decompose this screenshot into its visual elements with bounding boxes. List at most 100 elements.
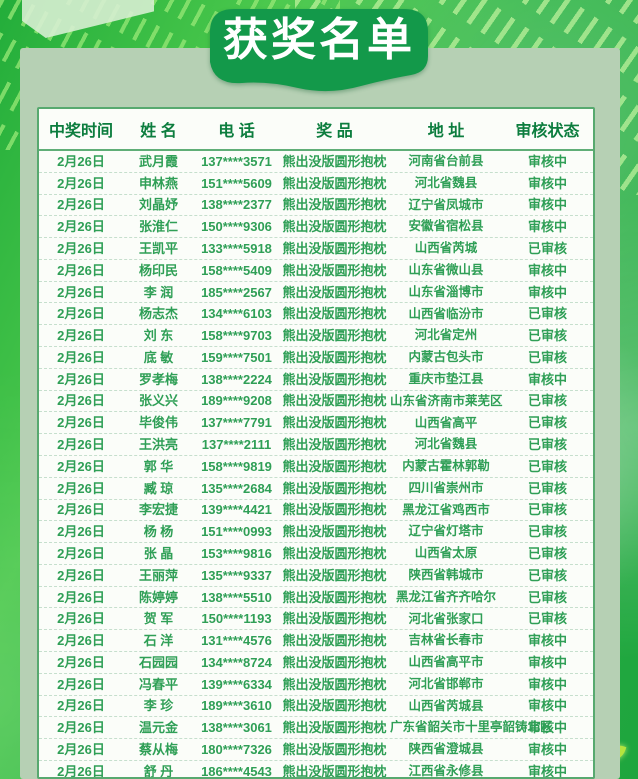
cell-prize: 熊出没版圆形抱枕 bbox=[282, 763, 387, 779]
cell-phone: 135****2684 bbox=[201, 480, 272, 496]
cell-phone: 151****0993 bbox=[201, 524, 272, 540]
cell-address: 山西省高平市 bbox=[408, 655, 484, 670]
table-row: 2月26日 杨志杰 134****6103 熊出没版圆形抱枕 山西省临汾市 已审… bbox=[39, 303, 593, 326]
table-row: 2月26日 杨 杨 151****0993 熊出没版圆形抱枕 辽宁省灯塔市 已审… bbox=[39, 521, 593, 544]
table-row: 2月26日 张 晶 153****9816 熊出没版圆形抱枕 山西省太原 已审核 bbox=[39, 543, 593, 565]
cell-address: 内蒙古霍林郭勒 bbox=[402, 459, 490, 474]
table-row: 2月26日 温元金 138****3061 熊出没版圆形抱枕 广东省韶关市十里亭… bbox=[39, 717, 593, 740]
cell-address: 河北省张家口 bbox=[408, 611, 484, 626]
cell-name: 贺 军 bbox=[143, 611, 174, 627]
table-row: 2月26日 石 洋 131****4576 熊出没版圆形抱枕 吉林省长春市 审核… bbox=[39, 630, 593, 652]
cell-prize: 熊出没版圆形抱枕 bbox=[282, 262, 387, 278]
cell-time: 2月26日 bbox=[57, 741, 105, 757]
cell-prize: 熊出没版圆形抱枕 bbox=[282, 153, 387, 169]
cell-name: 杨 杨 bbox=[143, 524, 174, 540]
table-body: 2月26日 武月霞 137****3571 熊出没版圆形抱枕 河南省台前县 审核… bbox=[39, 151, 593, 779]
cell-time: 2月26日 bbox=[57, 306, 105, 322]
cell-status: 已审核 bbox=[527, 328, 567, 344]
cell-status: 已审核 bbox=[527, 458, 567, 474]
cell-status: 审核中 bbox=[527, 676, 567, 692]
table-row: 2月26日 王洪亮 137****2111 熊出没版圆形抱枕 河北省魏县 已审核 bbox=[39, 434, 593, 456]
cell-prize: 熊出没版圆形抱枕 bbox=[282, 219, 387, 235]
cell-address: 河北省魏县 bbox=[414, 175, 478, 190]
cell-time: 2月26日 bbox=[57, 654, 105, 670]
cell-time: 2月26日 bbox=[57, 437, 105, 453]
cell-phone: 159****7501 bbox=[201, 349, 272, 365]
cell-prize: 熊出没版圆形抱枕 bbox=[282, 676, 387, 692]
cell-name: 底 敏 bbox=[143, 349, 174, 365]
cell-name: 舒 丹 bbox=[143, 763, 174, 779]
cell-status: 审核中 bbox=[527, 371, 567, 387]
cell-status: 已审核 bbox=[527, 393, 567, 409]
cell-phone: 137****7791 bbox=[201, 415, 272, 431]
table-row: 2月26日 陈婷婷 138****5510 熊出没版圆形抱枕 黑龙江省齐齐哈尔 … bbox=[39, 587, 593, 609]
table-row: 2月26日 郭 华 158****9819 熊出没版圆形抱枕 内蒙古霍林郭勒 已… bbox=[39, 456, 593, 478]
cell-address: 陕西省韩城市 bbox=[408, 567, 484, 582]
cell-prize: 熊出没版圆形抱枕 bbox=[282, 393, 387, 409]
cell-phone: 134****6103 bbox=[201, 306, 272, 322]
cell-name: 王洪亮 bbox=[138, 437, 178, 453]
cell-status: 审核中 bbox=[527, 654, 567, 670]
cell-address: 山西省临汾市 bbox=[408, 306, 484, 321]
cell-prize: 熊出没版圆形抱枕 bbox=[282, 328, 387, 344]
table-row: 2月26日 刘晶妤 138****2377 熊出没版圆形抱枕 辽宁省凤城市 审核… bbox=[39, 195, 593, 217]
table-row: 2月26日 李 珍 189****3610 熊出没版圆形抱枕 山西省芮城县 审核… bbox=[39, 696, 593, 718]
cell-prize: 熊出没版圆形抱枕 bbox=[282, 741, 387, 757]
table-row: 2月26日 武月霞 137****3571 熊出没版圆形抱枕 河南省台前县 审核… bbox=[39, 151, 593, 173]
cell-time: 2月26日 bbox=[57, 676, 105, 692]
cell-time: 2月26日 bbox=[57, 567, 105, 583]
table-row: 2月26日 毕俊伟 137****7791 熊出没版圆形抱枕 山西省高平 已审核 bbox=[39, 412, 593, 435]
cell-status: 已审核 bbox=[527, 241, 567, 257]
cell-phone: 133****5918 bbox=[201, 241, 272, 257]
cell-status: 审核中 bbox=[527, 197, 567, 213]
cell-name: 申林燕 bbox=[138, 175, 178, 191]
cell-time: 2月26日 bbox=[57, 241, 105, 257]
cell-address: 山东省济南市莱芜区 bbox=[390, 393, 503, 408]
cell-phone: 139****4421 bbox=[201, 502, 272, 518]
cell-prize: 熊出没版圆形抱枕 bbox=[282, 371, 387, 387]
table-row: 2月26日 石园园 134****8724 熊出没版圆形抱枕 山西省高平市 审核… bbox=[39, 652, 593, 674]
cell-time: 2月26日 bbox=[57, 328, 105, 344]
cell-prize: 熊出没版圆形抱枕 bbox=[282, 567, 387, 583]
cell-prize: 熊出没版圆形抱枕 bbox=[282, 720, 387, 736]
cell-address: 山西省高平 bbox=[414, 415, 478, 430]
cell-prize: 熊出没版圆形抱枕 bbox=[282, 589, 387, 605]
cell-phone: 134****8724 bbox=[201, 654, 272, 670]
cell-address: 陕西省澄城县 bbox=[408, 742, 484, 757]
cell-prize: 熊出没版圆形抱枕 bbox=[282, 502, 387, 518]
cell-status: 已审核 bbox=[527, 524, 567, 540]
table-row: 2月26日 申林燕 151****5609 熊出没版圆形抱枕 河北省魏县 审核中 bbox=[39, 173, 593, 195]
table-row: 2月26日 李宏捷 139****4421 熊出没版圆形抱枕 黑龙江省鸡西市 已… bbox=[39, 500, 593, 522]
cell-prize: 熊出没版圆形抱枕 bbox=[282, 654, 387, 670]
cell-time: 2月26日 bbox=[57, 262, 105, 278]
header-time: 中奖时间 bbox=[48, 123, 113, 140]
table-row: 2月26日 李 润 185****2567 熊出没版圆形抱枕 山东省淄博市 审核… bbox=[39, 282, 593, 304]
cell-address: 河北省魏县 bbox=[414, 437, 478, 452]
cell-status: 已审核 bbox=[527, 437, 567, 453]
cell-time: 2月26日 bbox=[57, 219, 105, 235]
cell-prize: 熊出没版圆形抱枕 bbox=[282, 415, 387, 431]
cell-prize: 熊出没版圆形抱枕 bbox=[282, 545, 387, 561]
cell-status: 审核中 bbox=[527, 763, 567, 779]
cell-time: 2月26日 bbox=[57, 175, 105, 191]
table-row: 2月26日 王凯平 133****5918 熊出没版圆形抱枕 山西省芮城 已审核 bbox=[39, 238, 593, 260]
page-title: 获奖名单 bbox=[222, 14, 415, 65]
cell-address: 内蒙古包头市 bbox=[408, 350, 484, 365]
table-row: 2月26日 臧 琼 135****2684 熊出没版圆形抱枕 四川省崇州市 已审… bbox=[39, 478, 593, 500]
cell-name: 张 晶 bbox=[143, 545, 174, 561]
cell-phone: 131****4576 bbox=[201, 633, 272, 649]
cell-address: 辽宁省凤城市 bbox=[408, 197, 484, 212]
cell-address: 河南省台前县 bbox=[408, 154, 484, 169]
cell-time: 2月26日 bbox=[57, 524, 105, 540]
cell-phone: 150****1193 bbox=[201, 611, 272, 627]
cell-phone: 150****9306 bbox=[201, 219, 272, 235]
header-prize: 奖 品 bbox=[316, 123, 353, 140]
cell-time: 2月26日 bbox=[57, 349, 105, 365]
cell-phone: 189****3610 bbox=[201, 698, 272, 714]
cell-time: 2月26日 bbox=[57, 545, 105, 561]
header-status: 审核状态 bbox=[515, 123, 580, 140]
cell-status: 审核中 bbox=[527, 698, 567, 714]
cell-phone: 137****3571 bbox=[201, 153, 272, 169]
cell-address: 黑龙江省齐齐哈尔 bbox=[395, 589, 496, 604]
cell-status: 审核中 bbox=[527, 633, 567, 649]
